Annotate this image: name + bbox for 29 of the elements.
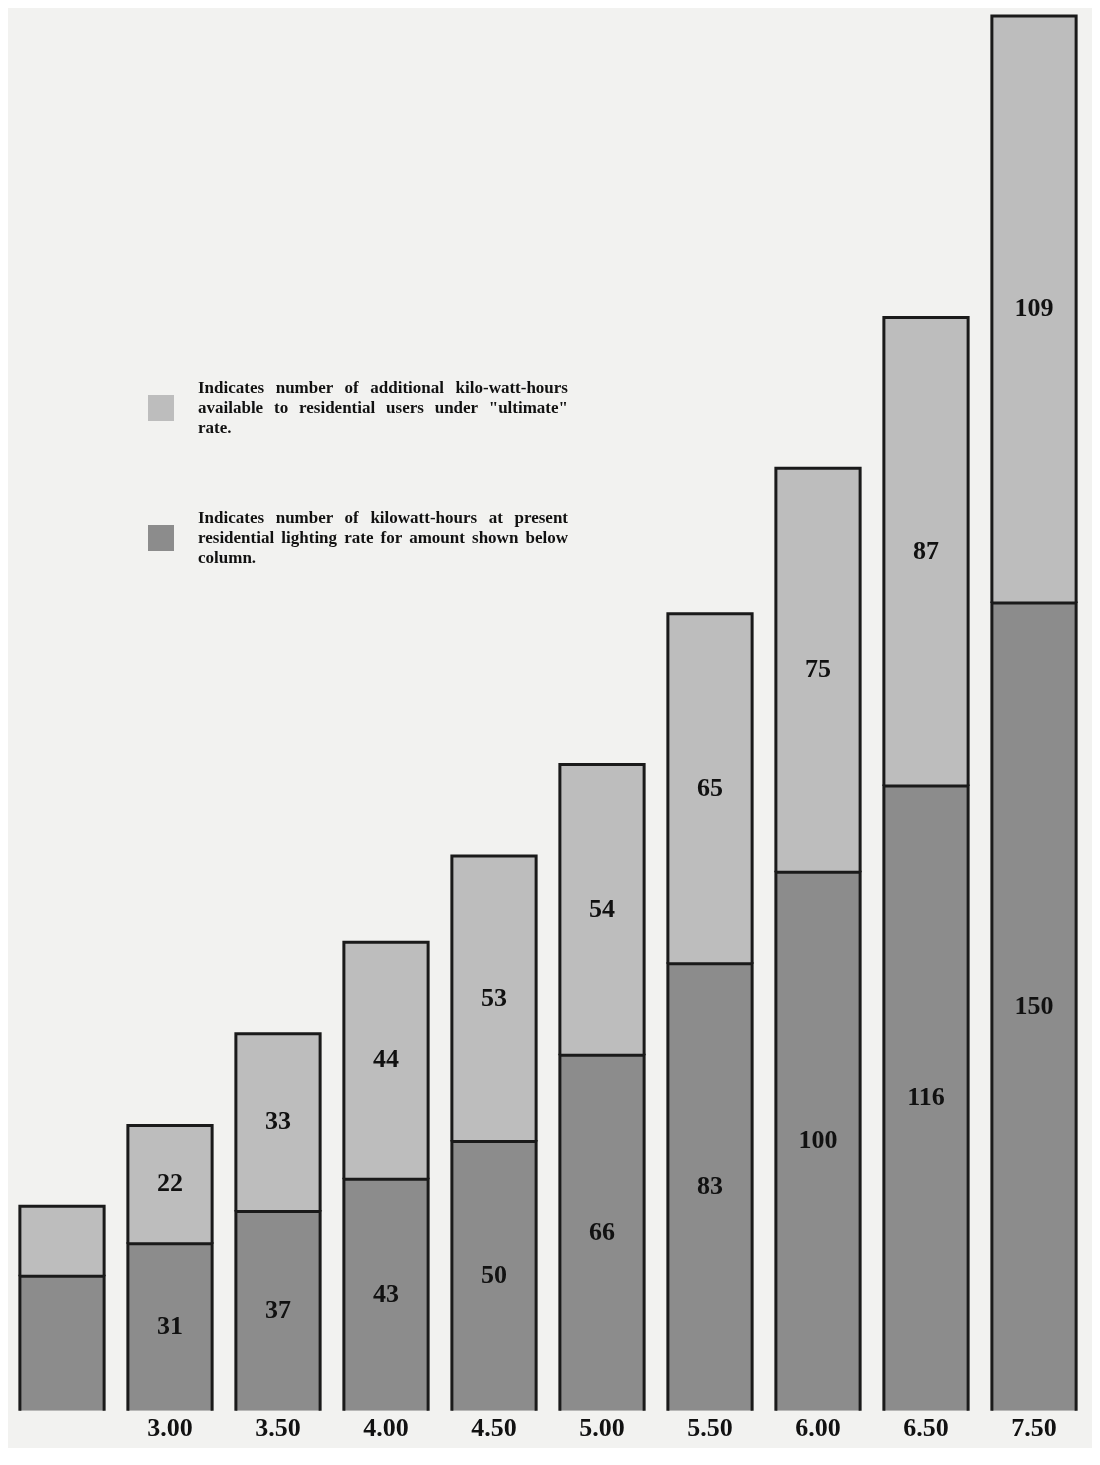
data-label: 116 bbox=[907, 1082, 945, 1112]
x-tick-label: 6.50 bbox=[903, 1413, 949, 1443]
data-label: 87 bbox=[913, 535, 939, 565]
data-label: 150 bbox=[1014, 990, 1054, 1020]
data-label: 44 bbox=[373, 1044, 399, 1074]
data-label: 65 bbox=[697, 772, 723, 802]
legend-label: Indicates number of additional kilo-watt-hours available to residential users under "ultimate" rate. bbox=[198, 378, 568, 438]
data-label: 109 bbox=[1014, 293, 1054, 323]
data-label: 100 bbox=[798, 1125, 838, 1155]
data-label: 31 bbox=[157, 1311, 183, 1341]
data-label: 83 bbox=[697, 1171, 723, 1201]
data-label: 37 bbox=[265, 1294, 291, 1324]
x-tick-label: 4.50 bbox=[471, 1413, 517, 1443]
legend-label: Indicates number of kilowatt-hours at present residential lighting rate for amount shown below column. bbox=[198, 508, 568, 568]
data-label: 22 bbox=[157, 1168, 183, 1198]
x-tick-label: 5.50 bbox=[687, 1413, 733, 1443]
data-label: 43 bbox=[373, 1278, 399, 1308]
data-label: 33 bbox=[265, 1106, 291, 1136]
x-tick-label: 4.00 bbox=[363, 1413, 409, 1443]
data-label: 66 bbox=[589, 1216, 615, 1246]
data-label: 54 bbox=[589, 893, 615, 923]
x-tick-label: 3.00 bbox=[147, 1413, 193, 1443]
x-tick-label: 5.00 bbox=[579, 1413, 625, 1443]
data-label: 75 bbox=[805, 654, 831, 684]
data-label: 53 bbox=[481, 982, 507, 1012]
x-tick-label: 6.00 bbox=[795, 1413, 841, 1443]
x-tick-label: 7.50 bbox=[1011, 1413, 1057, 1443]
x-tick-label: 3.50 bbox=[255, 1413, 301, 1443]
data-label: 50 bbox=[481, 1259, 507, 1289]
